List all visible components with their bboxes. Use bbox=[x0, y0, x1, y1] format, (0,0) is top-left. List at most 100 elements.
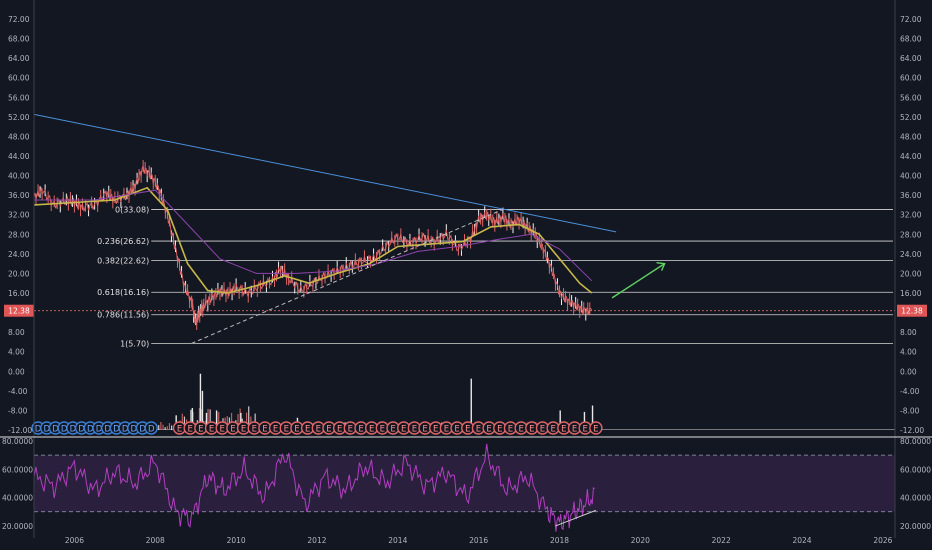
y-tick-label-right: -12.00 bbox=[900, 426, 924, 435]
y-tick-label-right: 36.00 bbox=[900, 191, 922, 200]
dividend-label: D bbox=[35, 425, 42, 435]
y-tick-label-right: 64.00 bbox=[900, 54, 922, 63]
rsi-line bbox=[33, 443, 595, 532]
y-tick-label-left: 0.00 bbox=[8, 367, 25, 376]
rsi-tick-label-left: 60.0000 bbox=[2, 465, 33, 474]
dividend-label: D bbox=[70, 425, 77, 435]
y-tick-label-left: 60.00 bbox=[8, 74, 30, 83]
earnings-label: E bbox=[358, 425, 363, 435]
earnings-label: E bbox=[241, 425, 246, 435]
earnings-label: E bbox=[380, 425, 385, 435]
earnings-label: E bbox=[518, 425, 523, 435]
earnings-label: E bbox=[262, 425, 267, 435]
earnings-label: E bbox=[401, 425, 406, 435]
y-tick-label-right: 56.00 bbox=[900, 93, 922, 102]
earnings-marker[interactable]: E bbox=[589, 421, 603, 435]
earnings-label: E bbox=[273, 425, 278, 435]
earnings-marker[interactable]: E bbox=[503, 421, 518, 435]
x-tick-label: 2012 bbox=[307, 536, 326, 545]
rsi-tick-label-right: 40.0000 bbox=[900, 494, 931, 503]
fib-level-label: 0.618(16.16) bbox=[97, 288, 149, 297]
earnings-label: E bbox=[348, 425, 353, 435]
earnings-label: E bbox=[497, 425, 502, 435]
y-tick-label-left: 36.00 bbox=[8, 191, 30, 200]
long-resistance-trendline[interactable] bbox=[33, 113, 617, 233]
x-tick-label: 2026 bbox=[873, 536, 892, 545]
rsi-tick-label-left: 40.0000 bbox=[2, 494, 33, 503]
earnings-label: E bbox=[540, 425, 545, 435]
earnings-label: E bbox=[326, 425, 331, 435]
volume-spike bbox=[191, 407, 194, 430]
y-tick-label-right: 48.00 bbox=[900, 132, 922, 141]
y-tick-label-left: -4.00 bbox=[8, 387, 28, 396]
x-tick-label: 2006 bbox=[65, 536, 84, 545]
y-tick-label-left: 44.00 bbox=[8, 152, 30, 161]
earnings-marker[interactable]: E bbox=[567, 421, 582, 435]
rsi-tick-label-right: 60.0000 bbox=[900, 465, 931, 474]
volume-bar bbox=[160, 421, 162, 430]
earnings-label: E bbox=[337, 425, 342, 435]
rsi-tick-label-right: 20.0000 bbox=[900, 522, 931, 531]
volume-bar bbox=[164, 427, 166, 430]
y-tick-label-right: 44.00 bbox=[900, 152, 922, 161]
last-price-text-left: 12.38 bbox=[8, 307, 30, 316]
volume-spike bbox=[205, 412, 208, 430]
earnings-label: E bbox=[198, 425, 203, 435]
y-tick-label-left: 68.00 bbox=[8, 35, 30, 44]
volume-bar bbox=[181, 413, 183, 430]
volume-spike bbox=[591, 405, 594, 430]
dividend-marker[interactable]: D bbox=[144, 421, 158, 435]
dividend-label: D bbox=[43, 425, 50, 435]
volume-bar bbox=[183, 416, 186, 430]
volume-spike bbox=[583, 411, 586, 430]
earnings-label: E bbox=[454, 425, 459, 435]
y-tick-label-left: 72.00 bbox=[8, 15, 30, 24]
support-dashed-trendline[interactable] bbox=[191, 208, 504, 344]
volume-spike bbox=[199, 373, 202, 430]
earnings-label: E bbox=[305, 425, 310, 435]
rsi-divergence-trendline[interactable] bbox=[555, 509, 597, 527]
dividend-label: D bbox=[61, 425, 68, 435]
ma-slow-line bbox=[34, 189, 593, 282]
volume-bar bbox=[248, 406, 250, 430]
fib-level-label: 0.382(22.62) bbox=[97, 257, 149, 266]
volume-bar bbox=[218, 412, 220, 430]
volume-bar bbox=[245, 412, 248, 430]
earnings-label: E bbox=[369, 425, 374, 435]
earnings-label: E bbox=[177, 425, 182, 435]
y-tick-label-left: 20.00 bbox=[8, 269, 30, 278]
earnings-marker[interactable]: E bbox=[290, 421, 304, 435]
earnings-label: E bbox=[412, 425, 417, 435]
y-tick-label-left: -12.00 bbox=[8, 426, 32, 435]
dividend-label: D bbox=[87, 425, 94, 435]
earnings-marker[interactable]: E bbox=[215, 421, 229, 435]
earnings-label: E bbox=[252, 425, 257, 435]
earnings-marker[interactable]: E bbox=[439, 421, 454, 435]
y-tick-label-left: 4.00 bbox=[8, 348, 25, 357]
fib-level-label: 0.786(11.56) bbox=[97, 311, 149, 320]
trendlines[interactable] bbox=[33, 113, 666, 527]
earnings-marker[interactable]: E bbox=[461, 421, 475, 435]
earnings-marker[interactable]: E bbox=[386, 421, 400, 435]
dividend-label: D bbox=[96, 425, 103, 435]
x-tick-label: 2018 bbox=[550, 536, 569, 545]
volume-bar bbox=[190, 409, 192, 430]
earnings-label: E bbox=[390, 425, 395, 435]
earnings-marker[interactable]: E bbox=[471, 421, 486, 435]
fibonacci-retracement[interactable]: 0(33.08) 0.236(26.62) 0.382(22.62) 0.618(16… bbox=[97, 205, 893, 348]
rsi-panel bbox=[33, 443, 895, 532]
forecast-arrow-trendline[interactable] bbox=[611, 263, 665, 299]
volume-bar bbox=[168, 423, 171, 430]
earnings-label: E bbox=[583, 425, 588, 435]
y-tick-label-right: 0.00 bbox=[900, 367, 917, 376]
volume-bar bbox=[198, 407, 201, 430]
dividend-label: D bbox=[104, 425, 111, 435]
y-tick-label-right: 28.00 bbox=[900, 230, 922, 239]
volume-spike bbox=[470, 378, 472, 430]
earnings-marker[interactable]: E bbox=[247, 421, 261, 435]
earnings-label: E bbox=[209, 425, 214, 435]
earnings-marker[interactable]: E bbox=[332, 421, 347, 435]
y-tick-label-left: 32.00 bbox=[8, 211, 30, 220]
